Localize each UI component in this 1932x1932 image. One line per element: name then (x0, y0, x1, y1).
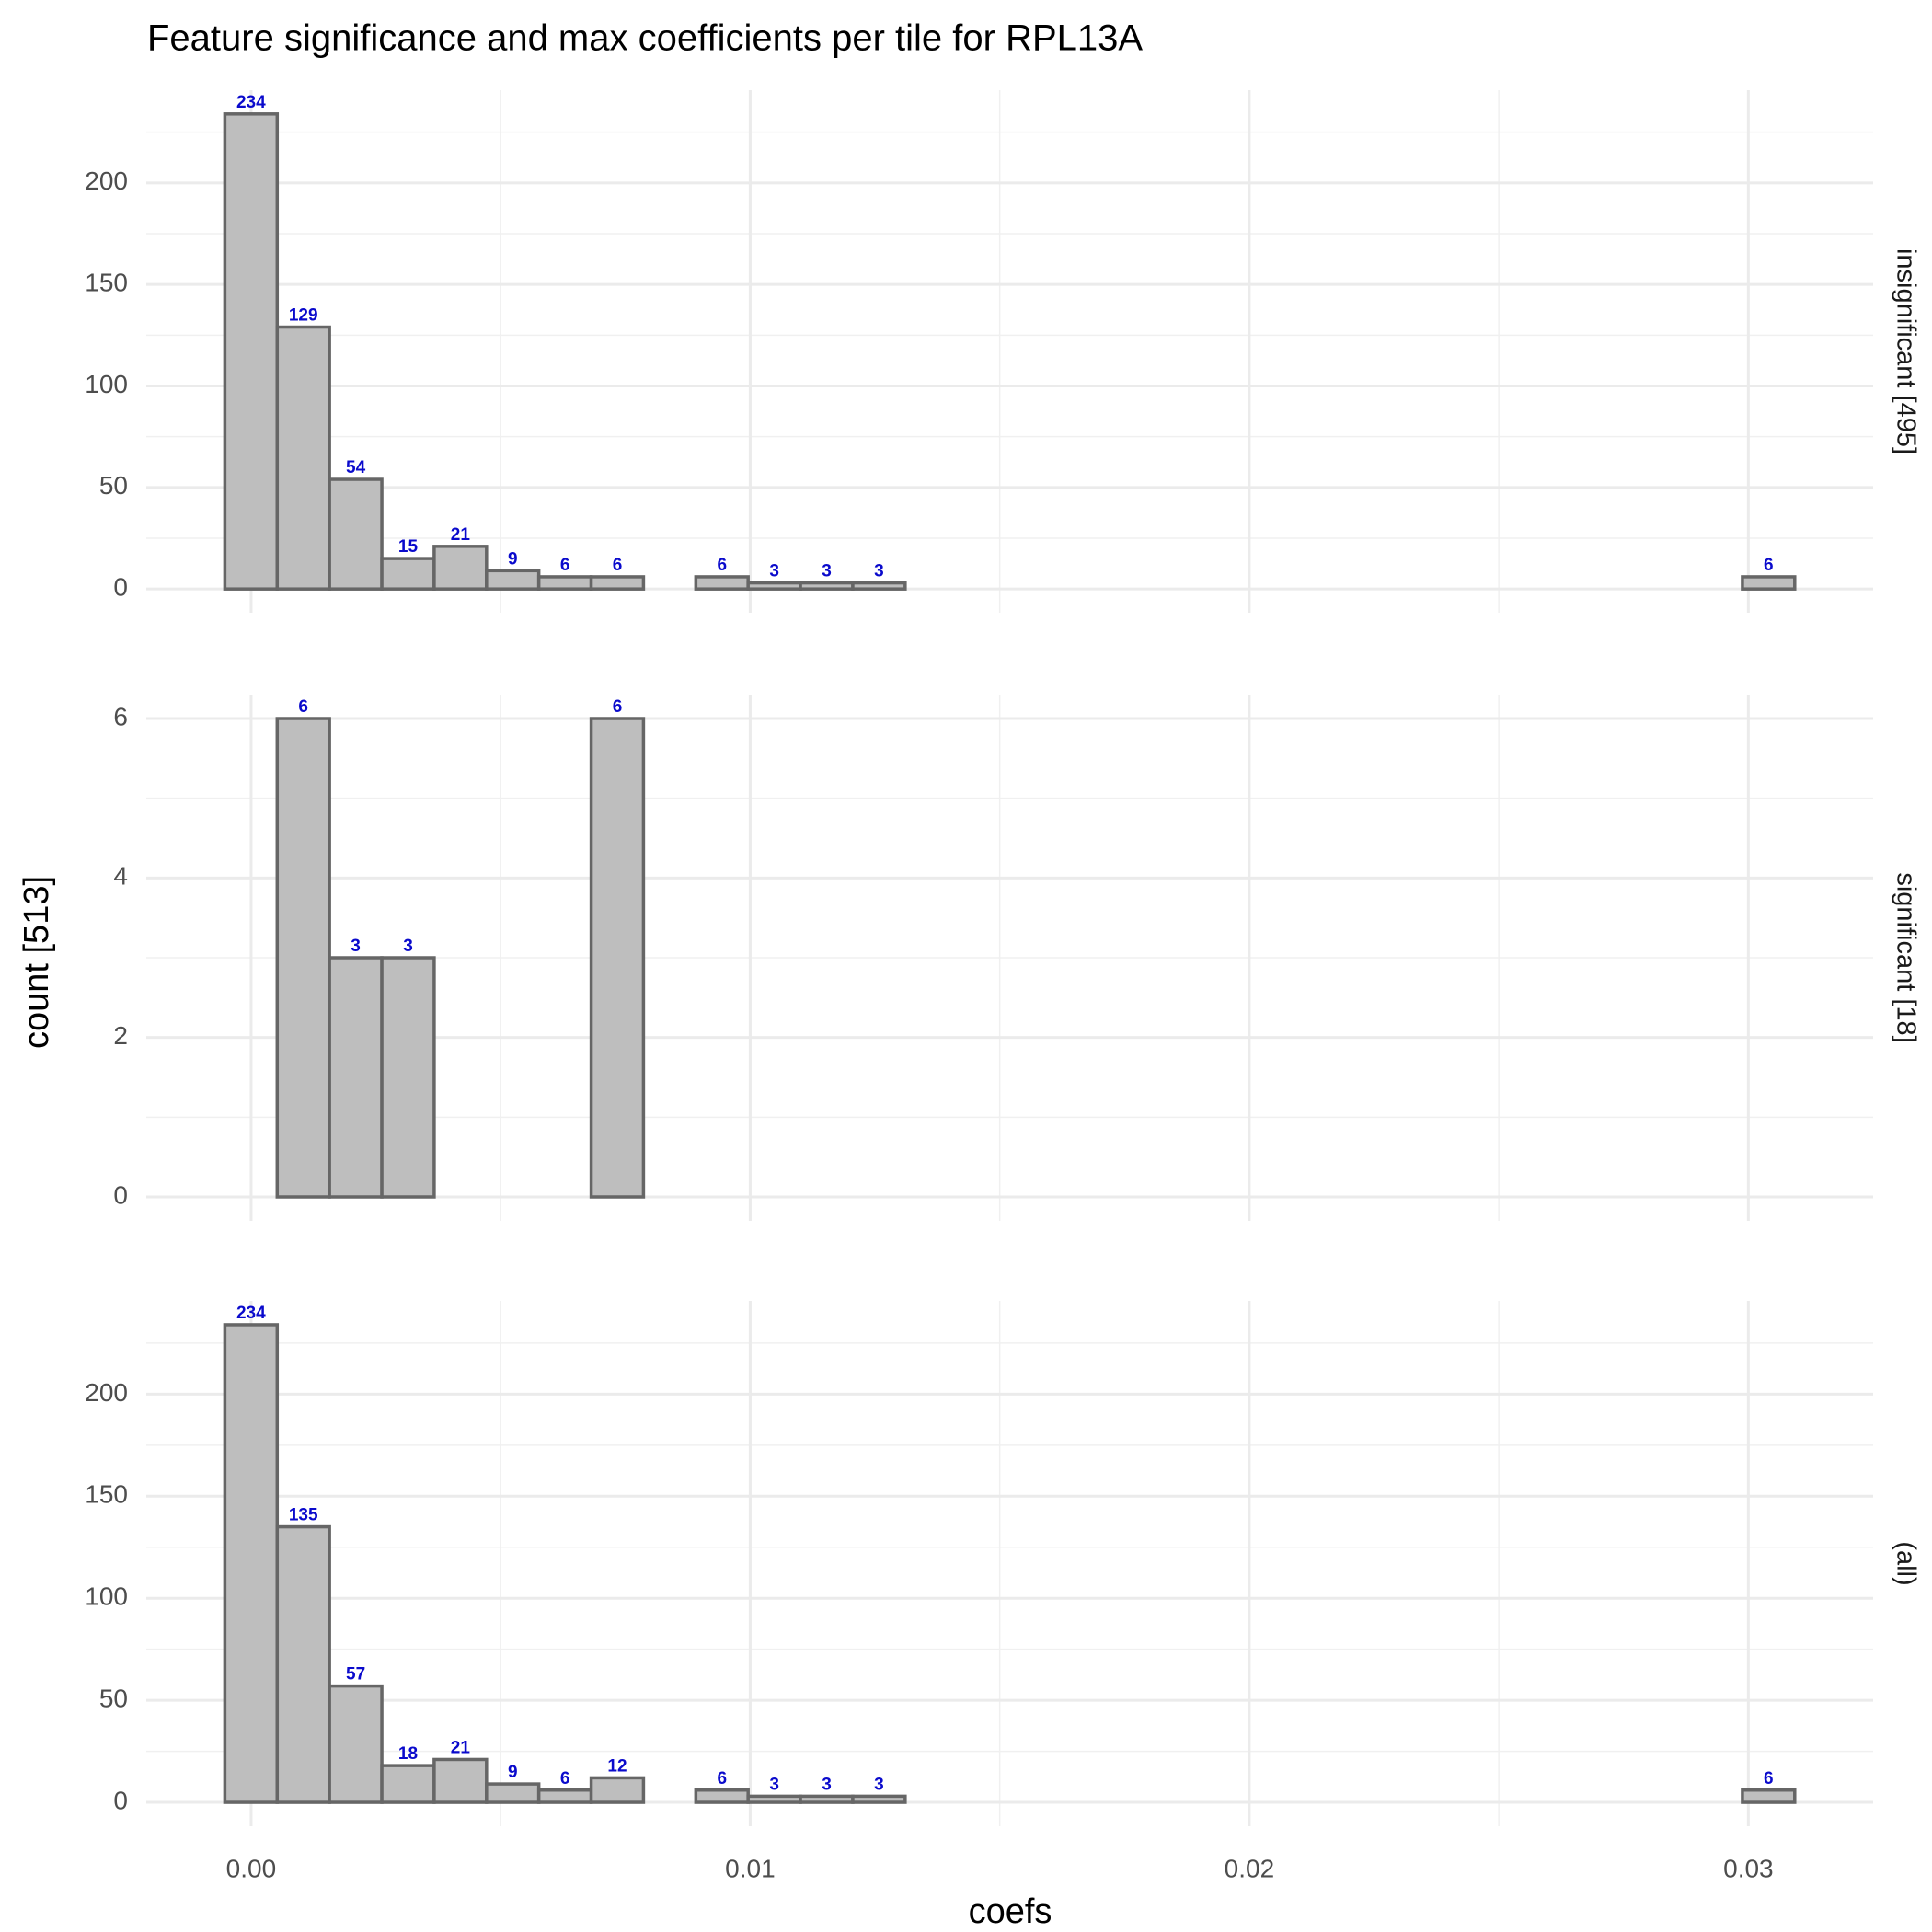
bar (328, 1684, 384, 1804)
bar (536, 1788, 593, 1804)
value-label: 21 (451, 525, 471, 545)
value-label: 3 (822, 1775, 832, 1794)
facet-label: insignificant [495] (1891, 248, 1920, 454)
bar (275, 717, 331, 1199)
y-tick-label: 50 (99, 471, 128, 500)
bar (223, 1323, 280, 1804)
value-label: 54 (346, 458, 366, 477)
value-label: 18 (398, 1744, 418, 1764)
y-tick-label: 200 (85, 167, 128, 195)
value-label: 6 (560, 556, 570, 575)
y-tick-label: 100 (85, 370, 128, 398)
y-tick-label: 150 (85, 269, 128, 297)
bar (799, 581, 855, 591)
bar (485, 1782, 541, 1804)
bar (223, 112, 280, 591)
bar (432, 545, 489, 591)
value-label: 6 (560, 1769, 570, 1788)
bar (694, 1788, 750, 1804)
bar (589, 575, 646, 591)
bar (589, 717, 646, 1199)
value-label: 21 (451, 1738, 471, 1757)
bar (485, 569, 541, 591)
value-label: 9 (508, 1763, 518, 1782)
value-label: 57 (346, 1665, 365, 1685)
bar (746, 1794, 802, 1804)
bar (851, 581, 907, 591)
bar (746, 581, 802, 591)
chart-title: Feature significance and max coefficient… (147, 18, 1143, 59)
bar (275, 1524, 331, 1804)
bar (851, 1794, 907, 1804)
y-tick-label: 200 (85, 1378, 128, 1407)
value-label: 135 (289, 1506, 318, 1525)
bar (328, 956, 384, 1199)
y-tick-label: 150 (85, 1480, 128, 1509)
bar (1741, 1788, 1797, 1804)
y-axis-label: count [513] (17, 876, 56, 1049)
value-label: 6 (1764, 1769, 1774, 1788)
y-tick-label: 0 (113, 573, 128, 602)
value-label: 3 (769, 562, 779, 581)
value-label: 3 (403, 937, 413, 956)
facet-label: (all) (1891, 1541, 1920, 1585)
value-label: 9 (508, 549, 518, 569)
bar (536, 575, 593, 591)
value-label: 3 (874, 1775, 884, 1794)
x-tick-label: 0.01 (725, 1854, 776, 1882)
y-tick-label: 0 (113, 1786, 128, 1814)
x-axis-label: coefs (969, 1892, 1052, 1931)
x-tick-label: 0.00 (226, 1854, 277, 1882)
y-tick-label: 0 (113, 1180, 128, 1209)
bar (380, 1764, 436, 1804)
value-label: 6 (717, 1769, 727, 1788)
value-label: 3 (822, 562, 832, 581)
value-label: 6 (1764, 556, 1774, 575)
bar (432, 1757, 489, 1804)
value-label: 3 (769, 1775, 779, 1794)
value-label: 234 (236, 1304, 266, 1323)
value-label: 12 (607, 1756, 627, 1776)
value-label: 6 (613, 556, 623, 575)
bar (589, 1776, 646, 1804)
y-tick-label: 4 (113, 862, 128, 891)
value-label: 6 (717, 556, 727, 575)
value-label: 3 (874, 562, 884, 581)
bar (275, 325, 331, 591)
value-label: 129 (289, 306, 318, 326)
y-tick-label: 50 (99, 1685, 128, 1713)
y-tick-label: 2 (113, 1021, 128, 1050)
bar (694, 575, 750, 591)
facet-label: significant [18] (1891, 872, 1920, 1042)
value-label: 234 (236, 93, 266, 112)
value-label: 6 (613, 697, 623, 717)
value-label: 6 (298, 697, 308, 717)
x-tick-label: 0.03 (1723, 1854, 1774, 1882)
bar (1741, 575, 1797, 591)
y-tick-label: 6 (113, 702, 128, 730)
bar (380, 956, 436, 1199)
value-label: 3 (351, 937, 361, 956)
value-label: 15 (398, 537, 419, 557)
y-tick-label: 100 (85, 1582, 128, 1611)
x-tick-label: 0.02 (1225, 1854, 1275, 1882)
bar (380, 557, 436, 591)
bar (799, 1794, 855, 1804)
bar (328, 477, 384, 591)
